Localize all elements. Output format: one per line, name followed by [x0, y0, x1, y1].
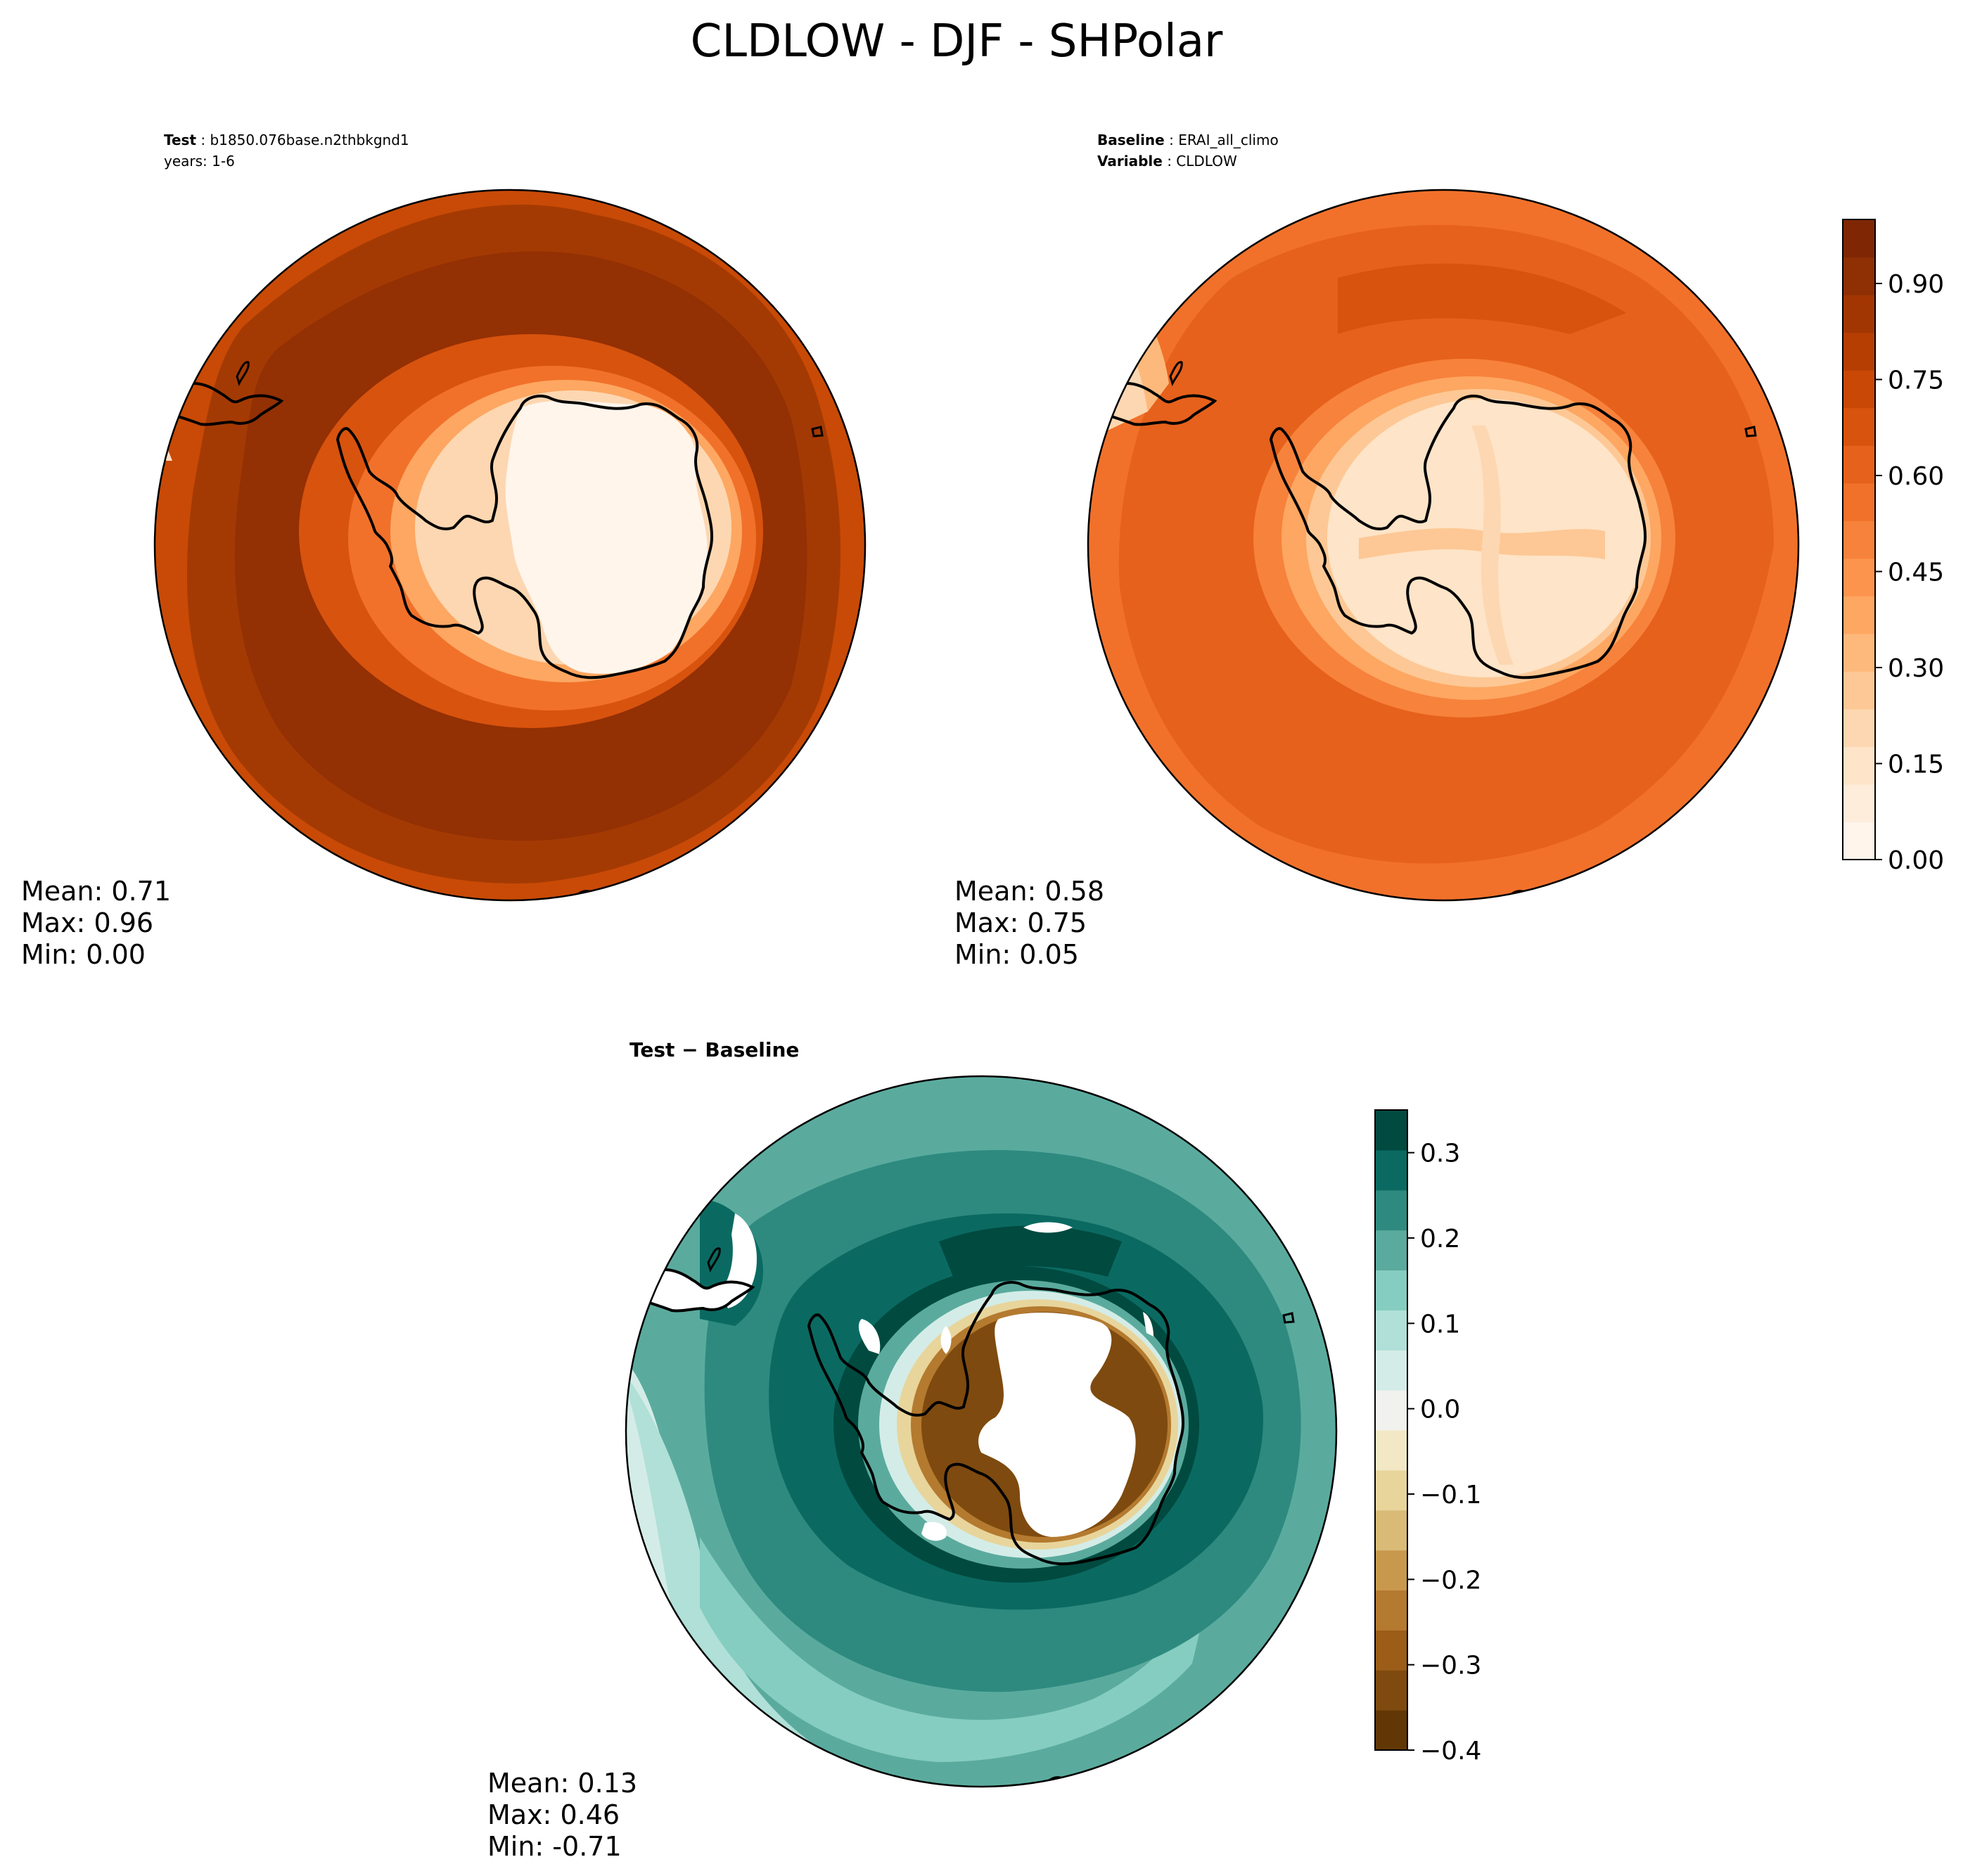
baseline-mean: Mean: 0.58 — [954, 876, 1104, 907]
colorbar-diff-level-15 — [1375, 1110, 1407, 1151]
colorbar-diff: −0.4 −0.3 −0.2 −0.1 0.0 0.1 0.2 0.3 — [1374, 1109, 1481, 1766]
panel-baseline: Baseline : ERAI_all_climo Variable : CLD… — [954, 132, 1800, 970]
colorbar-diff-level-6 — [1375, 1469, 1407, 1511]
diff-mean: Mean: 0.13 — [487, 1768, 637, 1799]
panel-difference: Test − Baseline — [487, 1038, 1338, 1862]
baseline-label-line2: Variable : CLDLOW — [1097, 153, 1237, 170]
test-mean: Mean: 0.71 — [21, 876, 171, 907]
colorbar-diff-level-12 — [1375, 1230, 1407, 1271]
colorbar-main-tick-label: 0.75 — [1888, 366, 1944, 395]
colorbar-diff-level-7 — [1375, 1430, 1407, 1471]
map-baseline — [1087, 189, 1800, 902]
difference-title: Test − Baseline — [629, 1038, 799, 1061]
colorbar-diff-tick-label: −0.1 — [1420, 1481, 1481, 1510]
colorbar-main-level-2 — [1843, 746, 1875, 785]
test-map-frame — [153, 189, 867, 902]
colorbar-main-level-15 — [1843, 257, 1875, 295]
test-label-line1: Test : b1850.076base.n2thbkgnd1 — [164, 132, 409, 148]
colorbar-diff-level-1 — [1375, 1670, 1407, 1711]
colorbar-main-frame — [1842, 219, 1876, 860]
colorbar-diff-level-3 — [1375, 1590, 1407, 1631]
colorbar-diff-tick-label: −0.2 — [1420, 1566, 1481, 1595]
diff-min: Min: -0.71 — [487, 1831, 622, 1862]
test-max: Max: 0.96 — [21, 907, 153, 938]
colorbar-diff-frame — [1374, 1109, 1408, 1751]
test-field-interior — [505, 400, 708, 674]
colorbar-main-level-13 — [1843, 332, 1875, 371]
colorbar-diff-level-14 — [1375, 1149, 1407, 1191]
diff-map-frame — [625, 1075, 1338, 1788]
colorbar-diff-tick-label: 0.3 — [1420, 1140, 1460, 1168]
colorbar-main-level-10 — [1843, 445, 1875, 484]
baseline-label-value: ERAI_all_climo — [1178, 132, 1279, 148]
colorbar-main-level-7 — [1843, 558, 1875, 596]
colorbar-main-level-16 — [1843, 219, 1875, 258]
colorbar-main-level-14 — [1843, 295, 1875, 333]
baseline-map-frame — [1087, 189, 1800, 902]
colorbar-diff-level-5 — [1375, 1510, 1407, 1551]
baseline-field-southamerica — [1088, 278, 1148, 440]
test-min: Min: 0.00 — [21, 939, 146, 970]
colorbar-diff-tick-label: 0.1 — [1420, 1310, 1460, 1339]
colorbar-diff-level-11 — [1375, 1270, 1407, 1310]
colorbar-diff-level-13 — [1375, 1189, 1407, 1231]
colorbar-diff-tick-label: −0.4 — [1420, 1737, 1481, 1766]
colorbar-main-level-6 — [1843, 596, 1875, 634]
panel-test: Test : b1850.076base.n2thbkgnd1 years: 1… — [21, 132, 867, 970]
colorbar-main: 0.00 0.15 0.30 0.45 0.60 0.75 0.90 — [1842, 219, 1944, 875]
colorbar-diff-level-9 — [1375, 1350, 1407, 1391]
colorbar-main-level-12 — [1843, 370, 1875, 409]
colorbar-main-level-11 — [1843, 407, 1875, 446]
baseline-label-line1: Baseline : ERAI_all_climo — [1097, 132, 1279, 148]
colorbar-diff-level-0 — [1375, 1710, 1407, 1751]
colorbar-diff-level-8 — [1375, 1390, 1407, 1431]
colorbar-diff-level-4 — [1375, 1550, 1407, 1591]
test-field-southamerica — [155, 348, 172, 461]
figure-title: CLDLOW - DJF - SHPolar — [691, 15, 1223, 68]
diff-field-min — [978, 1312, 1136, 1537]
baseline-label-key: Baseline — [1097, 132, 1165, 148]
colorbar-diff-level-2 — [1375, 1630, 1407, 1671]
colorbar-main-level-5 — [1843, 633, 1875, 672]
colorbar-main-level-0 — [1843, 822, 1875, 860]
colorbar-main-level-9 — [1843, 483, 1875, 521]
diff-max: Max: 0.46 — [487, 1799, 620, 1830]
map-test — [153, 189, 867, 902]
difference-title-sep: − — [682, 1038, 698, 1061]
baseline-max: Max: 0.75 — [954, 907, 1087, 938]
baseline-min: Min: 0.05 — [954, 939, 1079, 970]
difference-title-value: Baseline — [705, 1038, 799, 1061]
variable-label-key: Variable — [1097, 153, 1163, 170]
colorbar-main-level-3 — [1843, 708, 1875, 748]
colorbar-diff-level-10 — [1375, 1310, 1407, 1351]
colorbar-main-tick-label: 0.15 — [1888, 751, 1944, 779]
colorbar-diff-tick-label: −0.3 — [1420, 1652, 1481, 1680]
map-difference — [625, 1075, 1338, 1788]
colorbar-main-tick-label: 0.45 — [1888, 559, 1944, 587]
colorbar-main-level-1 — [1843, 784, 1875, 823]
colorbar-main-level-4 — [1843, 671, 1875, 710]
colorbar-diff-tick-label: 0.0 — [1420, 1396, 1460, 1424]
colorbar-diff-tick-label: 0.2 — [1420, 1225, 1460, 1253]
colorbar-main-tick-label: 0.00 — [1888, 846, 1944, 875]
colorbar-main-level-8 — [1843, 521, 1875, 559]
variable-label-value: CLDLOW — [1176, 153, 1237, 170]
colorbar-main-tick-label: 0.60 — [1888, 462, 1944, 491]
colorbar-main-tick-label: 0.30 — [1888, 654, 1944, 683]
test-years-label: years: 1-6 — [164, 153, 235, 170]
test-label-key: Test — [164, 132, 196, 148]
diff-field-max — [939, 1225, 1122, 1277]
colorbar-main-tick-label: 0.90 — [1888, 270, 1944, 299]
test-label-value: b1850.076base.n2thbkgnd1 — [210, 132, 409, 148]
difference-title-key: Test — [629, 1038, 675, 1061]
